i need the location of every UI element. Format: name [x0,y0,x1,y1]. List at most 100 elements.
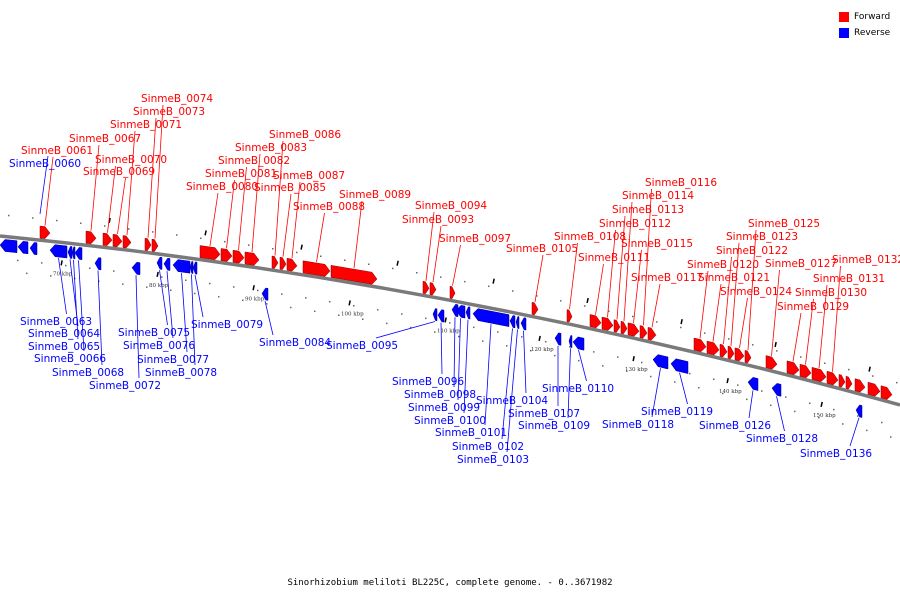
grid-dot [440,276,442,278]
gene-arrow-sinmeb_0116 [639,325,648,339]
gene-label: SinmeB_0136 [800,448,872,460]
leader-line [117,177,126,234]
leader-line [832,265,841,372]
grid-dot [257,289,259,292]
grid-dot [281,293,283,295]
leader-line [264,300,274,336]
grid-dot [506,345,508,347]
grid-dot [185,279,187,282]
gene-arrow-sinmeb_0121 [706,340,720,356]
gene-label: SinmeB_0131 [813,273,885,285]
gene-label: SinmeB_0082 [218,155,290,167]
gene-arrow-sinmeb_0127 [765,355,778,370]
gene-label: SinmeB_0104 [476,395,548,407]
leader-line [147,117,157,238]
leader-line [739,297,748,349]
tick-label: 90 kbp [245,296,265,302]
grid-dot [737,384,739,386]
leader-line [107,165,116,233]
leader-line [723,256,732,345]
gene-arrow-reverse [17,241,29,255]
label-leaders [39,104,860,453]
gene-label: SinmeB_0066 [34,353,106,365]
gene-arrow-sinmeb_0084 [261,287,269,301]
gene-label: SinmeB_0111 [578,252,650,264]
gene-arrow-sinmeb_0131 [811,367,827,382]
leader-line [818,284,828,369]
gene-label: SinmeB_0116 [645,177,717,189]
gene-arrow-sinmeb_0118 [652,354,669,370]
leader-line [44,156,54,226]
grid-dot [800,356,802,358]
gene-label: SinmeB_0085 [254,182,326,194]
gene-label: SinmeB_0065 [28,341,100,353]
gene-arrow-sinmeb_0120 [693,337,707,352]
grid-dot [890,436,892,438]
gene-arrow-sinmeb_0095 [432,308,438,322]
gene-arrow-sinmeb_0076 [163,257,171,271]
leader-line [291,181,301,259]
gene-label: SinmeB_0096 [392,376,464,388]
gene-arrow-sinmeb_0107 [554,332,562,346]
gene-arrow-sinmeb_0083 [244,251,260,266]
gene-arrow-sinmeb_0068 [94,257,102,271]
tick-label: 140 kbp [719,389,742,395]
grid-dot [218,296,220,298]
grid-dot [128,228,130,230]
grid-dot [569,346,571,348]
gene-label: SinmeB_0126 [699,420,771,432]
leader-line [78,260,85,352]
leader-line [679,372,688,405]
grid-dot [392,267,394,270]
gene-label: SinmeB_0078 [145,367,217,379]
grid-dot [593,351,595,353]
grid-dot [344,259,346,261]
gene-arrow-sinmeb_0104 [520,317,527,331]
grid-dot [65,264,67,267]
grid-dot [314,310,316,313]
tick-mark-minor [300,244,303,250]
gene-arrow-sinmeb_0081 [220,248,233,262]
leader-line [166,271,174,339]
gene-arrow-sinmeb_0066 [74,247,83,260]
leader-line [73,259,79,340]
gene-label: SinmeB_0114 [622,190,694,202]
grid-dot [584,305,586,307]
leader-line [651,368,661,418]
grid-dot [824,362,826,364]
tick-mark-minor [396,260,399,266]
legend-reverse-label: Reverse [854,28,891,38]
gene-label: SinmeB_0124 [720,286,792,298]
gene-label: SinmeB_0089 [339,189,411,201]
gene-label: SinmeB_0127 [765,258,837,270]
gene-label: SinmeB_0070 [95,154,167,166]
leader-line [805,298,814,365]
gene-arrow-sinmeb_0113 [613,319,621,333]
leader-line [425,211,435,281]
leader-line [452,244,461,286]
gene-label: SinmeB_0067 [69,133,141,145]
gene-label: SinmeB_0115 [621,238,693,250]
gene-arrow-sinmeb_0136 [855,404,863,418]
leader-line [567,348,571,419]
gene-arrow-sinmeb_0123 [727,345,735,360]
leader-line [595,263,604,315]
grid-dot [626,370,628,372]
leader-line [135,275,140,379]
grid-dot [857,415,859,417]
gene-label: SinmeB_0087 [273,170,345,182]
gene-arrow-sinmeb_0094 [422,280,430,294]
grid-dot [848,368,850,371]
grid-dot [704,332,706,334]
gene-arrow-reverse [29,242,38,256]
gene-arrow-sinmeb_0075 [156,256,163,270]
scale-ticks: 70 kbp 80 kbp 90 kbp 100 kbp 110 kbp 120 kbp 1… [53,217,871,419]
leader-line [58,258,67,315]
gene-arrow-forward [838,374,846,388]
tick-label: 130 kbp [625,367,648,373]
tick-mark-minor [586,297,589,304]
tick-mark-minor [680,319,683,325]
tick-mark [820,401,823,407]
tick-mark-minor [492,278,495,284]
grid-dot [80,222,82,224]
